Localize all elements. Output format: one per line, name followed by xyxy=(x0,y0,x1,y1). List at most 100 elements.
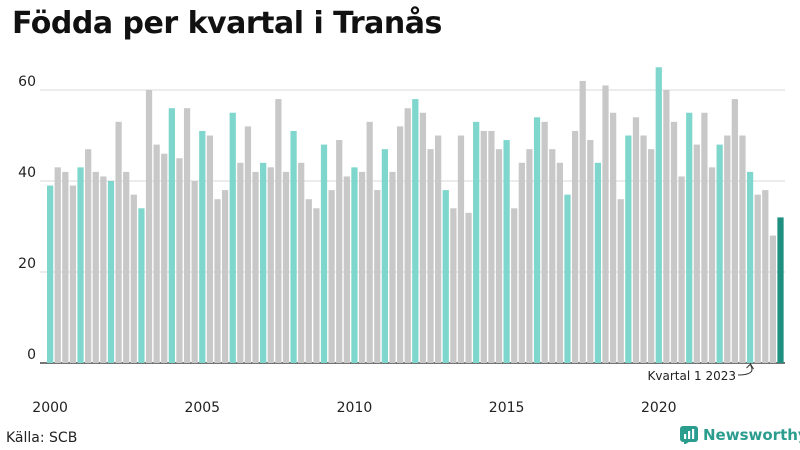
bar xyxy=(541,121,548,363)
bar xyxy=(260,162,267,363)
y-tick-label: 20 xyxy=(18,256,36,272)
bar xyxy=(769,235,777,363)
bar xyxy=(381,149,388,363)
bar xyxy=(670,121,678,363)
bar xyxy=(617,199,624,363)
bar xyxy=(320,144,328,363)
x-tick-label: 2020 xyxy=(641,400,677,416)
x-tick-labels: 2000 2005 2010 2015 2020 xyxy=(32,400,676,416)
bar xyxy=(556,162,563,363)
bar xyxy=(435,135,442,363)
bar xyxy=(92,171,99,363)
bar xyxy=(716,144,723,363)
bar xyxy=(47,185,54,363)
bar xyxy=(594,162,602,363)
bar xyxy=(412,99,419,363)
y-tick-label: 0 xyxy=(27,347,36,363)
bar xyxy=(564,194,571,363)
bar xyxy=(107,181,115,363)
bar-latest xyxy=(777,217,784,363)
bar xyxy=(648,149,655,363)
bar xyxy=(655,67,662,363)
annotation-label: Kvartal 1 2023 xyxy=(648,369,736,383)
bar xyxy=(404,108,411,363)
bar xyxy=(708,167,716,363)
bar xyxy=(305,199,312,363)
bar xyxy=(442,190,449,363)
bar xyxy=(199,130,206,363)
bar xyxy=(640,135,647,363)
bar xyxy=(191,181,198,363)
bar xyxy=(450,208,457,363)
bar xyxy=(214,199,221,363)
bar xyxy=(473,121,480,363)
bar xyxy=(480,130,487,363)
bar xyxy=(389,171,396,363)
bar xyxy=(724,135,731,363)
source-label: Källa: SCB xyxy=(6,430,78,446)
bar xyxy=(465,212,472,363)
bar xyxy=(229,112,236,363)
bar xyxy=(206,135,214,363)
bar xyxy=(549,149,556,363)
x-tick-label: 2005 xyxy=(184,400,220,416)
bar xyxy=(579,80,586,364)
bar xyxy=(511,208,518,363)
bar xyxy=(518,162,525,363)
x-tick-label: 2010 xyxy=(337,400,373,416)
bar xyxy=(130,194,137,363)
bar xyxy=(571,130,579,363)
bar xyxy=(69,185,77,363)
bar xyxy=(343,176,350,363)
bar xyxy=(100,176,107,363)
bar xyxy=(587,140,594,363)
bar xyxy=(457,135,465,363)
bar xyxy=(754,194,761,363)
bar xyxy=(374,190,381,363)
bar xyxy=(145,90,153,363)
bar xyxy=(731,99,738,363)
bar xyxy=(488,130,495,363)
brand-name: Newsworthy xyxy=(703,426,800,444)
x-tick-label: 2015 xyxy=(489,400,525,416)
bar xyxy=(396,126,404,364)
bar xyxy=(54,167,61,363)
bar xyxy=(701,112,708,363)
bar xyxy=(693,144,700,363)
bars xyxy=(47,67,784,364)
bar xyxy=(77,167,84,363)
bar xyxy=(221,190,229,363)
bar xyxy=(153,144,160,363)
bar xyxy=(533,117,541,363)
bar xyxy=(678,176,685,363)
y-tick-label: 60 xyxy=(18,74,36,90)
bar xyxy=(237,162,244,363)
bar xyxy=(610,112,617,363)
bar xyxy=(313,208,320,363)
annotation-arrow xyxy=(737,364,753,376)
bar xyxy=(62,171,69,363)
bar xyxy=(366,121,373,363)
bar xyxy=(298,162,305,363)
bar xyxy=(351,167,358,363)
bar xyxy=(427,149,434,363)
bar xyxy=(115,121,122,363)
bar xyxy=(85,149,92,363)
annotation: Kvartal 1 2023 xyxy=(648,363,754,383)
bar xyxy=(328,190,335,363)
y-tick-labels: 0 20 40 60 xyxy=(18,74,36,363)
bar xyxy=(168,108,175,363)
bar xyxy=(746,171,754,363)
y-tick-label: 40 xyxy=(18,165,36,181)
bar xyxy=(244,126,252,364)
bar xyxy=(663,90,670,363)
bar xyxy=(183,108,191,363)
bar xyxy=(686,112,693,363)
bar xyxy=(123,171,130,363)
bar xyxy=(526,149,533,363)
bar xyxy=(176,158,183,363)
bar xyxy=(495,149,503,363)
bar xyxy=(282,171,290,363)
x-tick-label: 2000 xyxy=(32,400,68,416)
